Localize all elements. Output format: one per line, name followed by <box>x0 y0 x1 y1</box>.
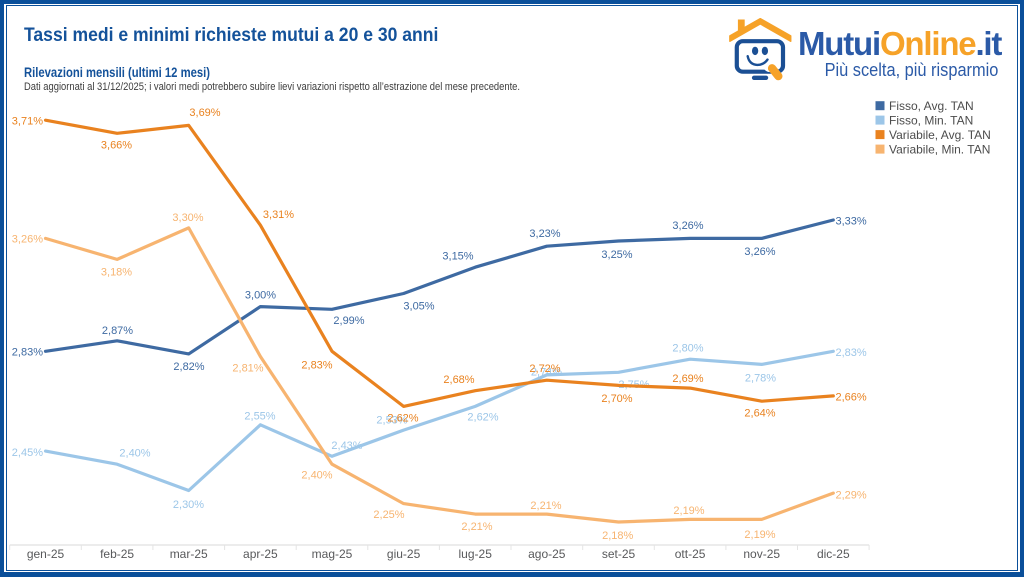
svg-text:2,74%: 2,74% <box>531 367 562 379</box>
svg-text:mag-25: mag-25 <box>312 547 353 561</box>
svg-text:2,21%: 2,21% <box>461 521 492 533</box>
svg-text:gen-25: gen-25 <box>27 547 65 561</box>
svg-text:3,30%: 3,30% <box>172 212 203 224</box>
svg-text:2,69%: 2,69% <box>672 373 703 385</box>
svg-text:2,68%: 2,68% <box>443 374 474 386</box>
svg-text:apr-25: apr-25 <box>243 547 278 561</box>
svg-text:2,83%: 2,83% <box>836 347 867 359</box>
svg-text:2,81%: 2,81% <box>232 363 263 375</box>
svg-text:2,53%: 2,53% <box>376 415 407 427</box>
svg-text:2,99%: 2,99% <box>333 315 364 327</box>
svg-text:2,62%: 2,62% <box>387 413 418 425</box>
svg-text:3,26%: 3,26% <box>672 220 703 232</box>
svg-text:3,18%: 3,18% <box>101 267 132 279</box>
svg-text:Variabile, Min. TAN: Variabile, Min. TAN <box>889 142 990 156</box>
svg-text:2,72%: 2,72% <box>529 363 560 375</box>
svg-text:2,40%: 2,40% <box>301 470 332 482</box>
svg-text:2,40%: 2,40% <box>119 448 150 460</box>
svg-text:2,55%: 2,55% <box>244 411 275 423</box>
svg-text:giu-25: giu-25 <box>387 547 421 561</box>
svg-text:2,87%: 2,87% <box>102 325 133 337</box>
svg-text:2,18%: 2,18% <box>602 530 633 542</box>
svg-text:2,83%: 2,83% <box>301 360 332 372</box>
svg-text:2,25%: 2,25% <box>373 509 404 521</box>
svg-text:2,64%: 2,64% <box>744 408 775 420</box>
svg-text:2,21%: 2,21% <box>530 500 561 512</box>
svg-text:feb-25: feb-25 <box>100 547 134 561</box>
svg-text:Fisso, Avg. TAN: Fisso, Avg. TAN <box>889 99 974 113</box>
svg-text:2,30%: 2,30% <box>173 499 204 511</box>
svg-text:2,45%: 2,45% <box>12 447 43 459</box>
svg-text:2,62%: 2,62% <box>467 412 498 424</box>
svg-text:2,70%: 2,70% <box>601 393 632 405</box>
svg-text:2,80%: 2,80% <box>672 343 703 355</box>
svg-text:3,33%: 3,33% <box>836 215 867 227</box>
svg-text:3,31%: 3,31% <box>263 209 294 221</box>
svg-text:3,69%: 3,69% <box>189 107 220 119</box>
svg-text:3,15%: 3,15% <box>442 251 473 263</box>
svg-text:3,26%: 3,26% <box>12 233 43 245</box>
svg-text:3,71%: 3,71% <box>12 115 43 127</box>
svg-text:nov-25: nov-25 <box>743 547 780 561</box>
svg-text:2,19%: 2,19% <box>673 505 704 517</box>
svg-text:lug-25: lug-25 <box>459 547 493 561</box>
svg-text:3,26%: 3,26% <box>744 246 775 258</box>
svg-text:Fisso, Min. TAN: Fisso, Min. TAN <box>889 113 973 127</box>
svg-text:Variabile, Avg. TAN: Variabile, Avg. TAN <box>889 128 991 142</box>
svg-text:2,78%: 2,78% <box>745 373 776 385</box>
svg-text:2,19%: 2,19% <box>744 529 775 541</box>
svg-text:mar-25: mar-25 <box>170 547 208 561</box>
svg-text:2,82%: 2,82% <box>173 361 204 373</box>
svg-text:2,43%: 2,43% <box>331 440 362 452</box>
svg-text:dic-25: dic-25 <box>817 547 850 561</box>
svg-text:ago-25: ago-25 <box>528 547 566 561</box>
svg-text:2,66%: 2,66% <box>836 392 867 404</box>
svg-text:set-25: set-25 <box>602 547 636 561</box>
svg-text:3,00%: 3,00% <box>245 290 276 302</box>
svg-text:3,25%: 3,25% <box>601 249 632 261</box>
svg-text:3,66%: 3,66% <box>101 140 132 152</box>
svg-text:3,23%: 3,23% <box>529 228 560 240</box>
svg-text:3,05%: 3,05% <box>403 301 434 313</box>
svg-text:2,29%: 2,29% <box>836 490 867 502</box>
svg-text:2,83%: 2,83% <box>12 347 43 359</box>
svg-text:ott-25: ott-25 <box>675 547 706 561</box>
